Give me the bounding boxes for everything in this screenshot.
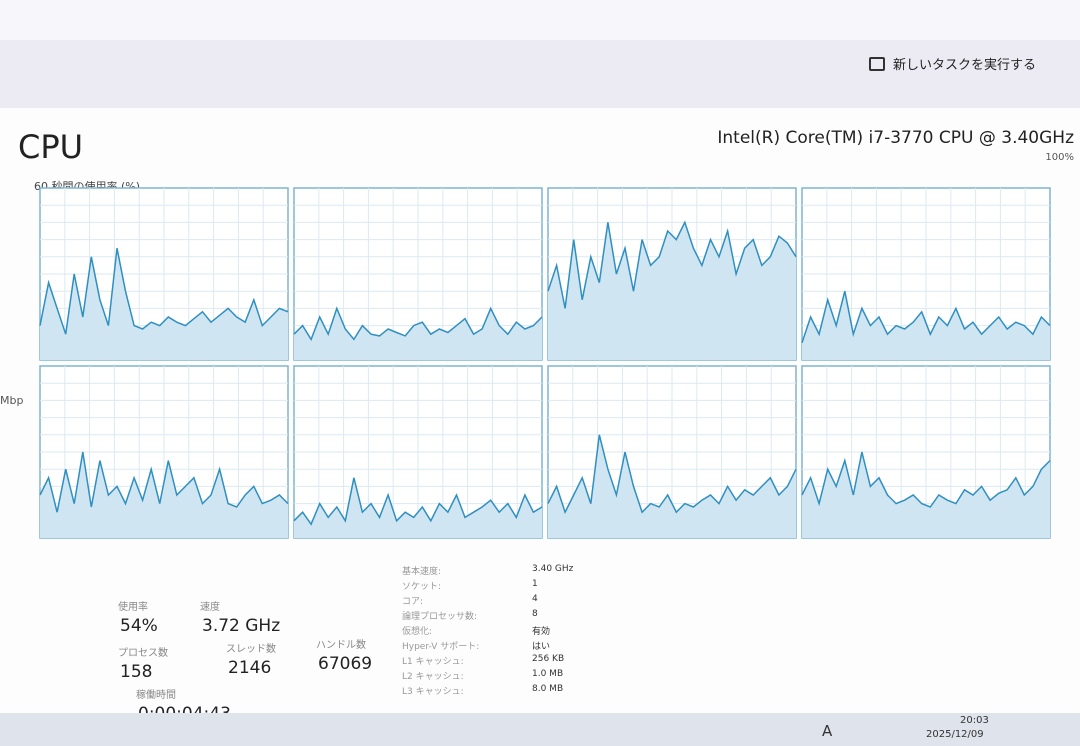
- info-label: L3 キャッシュ:: [402, 687, 464, 697]
- stat-label: ハンドル数: [316, 640, 366, 651]
- info-value: 256 KB: [532, 654, 565, 664]
- stat-label: 使用率: [118, 602, 148, 613]
- usage-line: [293, 306, 543, 342]
- info-value: 有効: [532, 627, 551, 637]
- side-label: Mbp: [0, 394, 24, 407]
- usage-area: [40, 248, 288, 360]
- usage-line: [39, 451, 289, 513]
- clock-time[interactable]: 20:03: [960, 715, 989, 726]
- info-label: L2 キャッシュ:: [402, 672, 464, 682]
- info-label: 論理プロセッサ数:: [402, 612, 478, 622]
- usage-area: [548, 222, 796, 360]
- info-value: 8.0 MB: [532, 684, 564, 694]
- stat-value: 2146: [228, 658, 272, 678]
- info-label: L1 キャッシュ:: [402, 657, 464, 667]
- cpu-name: Intel(R) Core(TM) i7-3770 CPU @ 3.40GHz: [717, 128, 1074, 148]
- info-value: 4: [532, 594, 538, 604]
- stat-value: 54%: [120, 616, 158, 636]
- run-task-icon: [868, 56, 885, 71]
- info-label: ソケット:: [402, 582, 442, 592]
- usage-line: [293, 477, 543, 526]
- usage-line: [801, 451, 1051, 508]
- usage-line: [801, 291, 1051, 344]
- cpu-panel: CPU Intel(R) Core(TM) i7-3770 CPU @ 3.40…: [0, 108, 1080, 724]
- run-task-label: 新しいタスクを実行する: [892, 58, 1036, 73]
- usage-line: [547, 434, 797, 515]
- usage-area: [802, 452, 1050, 538]
- info-label: 基本速度:: [402, 567, 442, 577]
- usage-line: [39, 248, 289, 335]
- stat-label: プロセス数: [118, 648, 168, 659]
- info-label: コア:: [402, 597, 424, 607]
- info-value: はい: [532, 642, 551, 652]
- usage-area: [802, 291, 1050, 360]
- info-value: 3.40 GHz: [532, 564, 574, 574]
- usage-area: [294, 308, 542, 360]
- max-label: 100%: [1045, 152, 1074, 163]
- info-value: 1.0 MB: [532, 669, 564, 679]
- info-label: 仮想化:: [402, 627, 433, 637]
- panel-title: CPU: [18, 128, 84, 166]
- toolbar: 新しいタスクを実行する: [0, 40, 1080, 109]
- taskbar: A 20:03 2025/12/09: [0, 713, 1080, 746]
- ime-indicator[interactable]: A: [822, 722, 833, 740]
- stat-label: 速度: [200, 602, 220, 613]
- stat-value: 158: [120, 662, 153, 682]
- stat-label: 稼働時間: [136, 690, 176, 701]
- info-value: 8: [532, 609, 538, 619]
- info-label: Hyper-V サポート:: [402, 642, 480, 652]
- clock-date[interactable]: 2025/12/09: [926, 729, 984, 740]
- usage-area: [294, 477, 542, 538]
- run-task-button[interactable]: 新しいタスクを実行する: [868, 54, 1036, 73]
- usage-line: [547, 220, 797, 309]
- info-value: 1: [532, 579, 538, 589]
- core-graphs: [39, 187, 1051, 539]
- usage-area: [548, 434, 796, 538]
- usage-area: [40, 452, 288, 538]
- stat-value: 3.72 GHz: [202, 616, 281, 636]
- stat-label: スレッド数: [226, 644, 276, 655]
- stat-value: 67069: [318, 654, 373, 674]
